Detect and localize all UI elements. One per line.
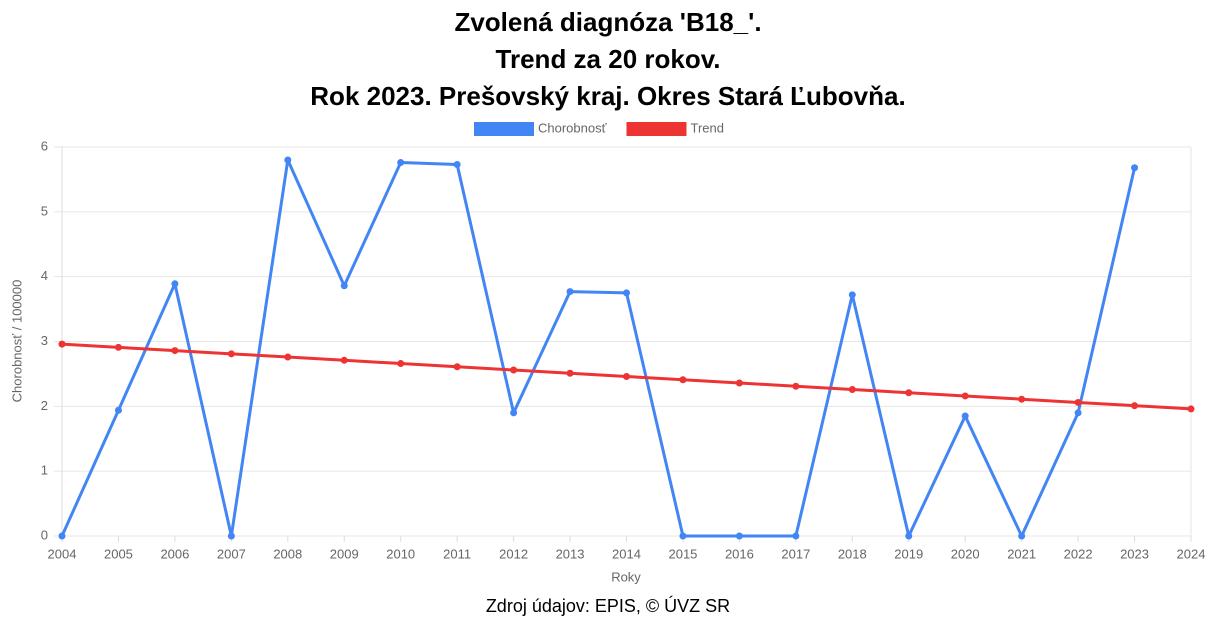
point [58,340,66,348]
point [792,382,800,390]
x-tick-label: 2022 [1064,546,1093,561]
point [453,363,461,371]
legend-swatch [626,122,687,136]
x-tick-label: 2015 [668,546,697,561]
point [510,409,518,417]
point [1074,409,1082,417]
point [1074,398,1082,406]
x-tick-label: 2021 [1007,546,1036,561]
x-tick-label: 2009 [330,546,359,561]
chart-title: Rok 2023. Prešovský kraj. Okres Stará Ľu… [310,81,905,111]
x-tick-label: 2017 [781,546,810,561]
x-tick-label: 2004 [48,546,77,561]
point [510,366,518,374]
point [397,159,405,167]
point [735,532,743,540]
x-tick-label: 2019 [894,546,923,561]
point [566,288,574,296]
point [905,389,913,397]
y-tick-label: 4 [41,268,48,283]
point [453,161,461,169]
x-tick-label: 2020 [951,546,980,561]
point [227,350,235,358]
x-tick-label: 2010 [386,546,415,561]
point [566,369,574,377]
point [961,392,969,400]
point [1131,164,1139,172]
x-tick-label: 2023 [1120,546,1149,561]
source: Zdroj údajov: EPIS, © ÚVZ SR [486,595,730,616]
point [623,289,630,297]
legend-swatch [474,122,534,136]
point [792,532,800,540]
point [284,156,292,164]
y-tick-label: 0 [41,527,48,542]
x-tick-label: 2007 [217,546,246,561]
series-line [60,158,1137,538]
point [1187,405,1195,413]
point [1018,395,1026,403]
y-tick-label: 5 [41,203,48,218]
point [848,385,856,393]
y-tick-label: 2 [41,398,48,413]
point [58,532,66,540]
point [1131,402,1139,410]
legend-label: Chorobnosť [538,120,607,135]
y-tick-label: 1 [41,463,48,478]
point [905,532,913,540]
point [623,373,630,381]
x-tick-label: 2018 [838,546,867,561]
x-axis-label: Roky [611,569,641,584]
y-tick-label: 6 [41,138,48,153]
point [340,282,348,290]
x-tick-label: 2005 [104,546,133,561]
point [735,379,743,387]
x-tick-label: 2014 [612,546,641,561]
chart-title: Trend za 20 rokov. [496,44,721,74]
x-tick-label: 2012 [499,546,528,561]
point [171,347,179,355]
x-tick-label: 2013 [556,546,585,561]
y-axis-label: Chorobnosť / 100000 [9,280,24,403]
x-tick-label: 2008 [273,546,302,561]
point [114,406,122,414]
point [679,376,687,384]
point [848,291,856,299]
chart-title: Zvolená diagnóza 'B18_'. [454,7,761,37]
y-tick-label: 3 [41,333,48,348]
legend-label: Trend [690,120,723,135]
point [679,532,687,540]
point [227,532,235,540]
x-tick-label: 2006 [160,546,189,561]
x-tick-label: 2016 [725,546,754,561]
point [284,353,292,361]
point [340,356,348,364]
point [397,360,405,368]
x-tick-label: 2024 [1177,546,1206,561]
point [114,343,122,351]
point [1018,532,1026,540]
x-tick-label: 2011 [443,546,471,561]
point [961,412,969,420]
point [171,280,179,288]
